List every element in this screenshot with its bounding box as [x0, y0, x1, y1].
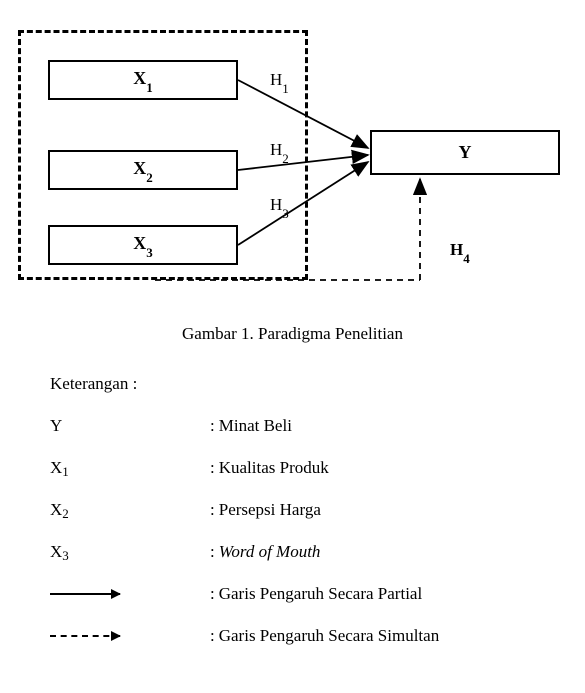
legend-colon: : — [210, 416, 215, 436]
legend-dashed-arrow-icon — [50, 635, 210, 637]
box-x2-label: X2 — [133, 158, 153, 183]
legend-text-x2: Persepsi Harga — [219, 500, 321, 520]
label-h1: H1 — [270, 70, 289, 93]
box-y: Y — [370, 130, 560, 175]
legend-row-dashed-arrow: : Garis Pengaruh Secara Simultan — [50, 626, 585, 646]
figure-caption: Gambar 1. Paradigma Penelitian — [0, 324, 585, 344]
legend-title: Keterangan : — [50, 374, 585, 394]
legend-colon: : — [210, 626, 215, 646]
box-x1-label: X1 — [133, 68, 153, 93]
box-x3-label: X3 — [133, 233, 153, 258]
label-h3: H3 — [270, 195, 289, 218]
legend-colon: : — [210, 458, 215, 478]
legend-row-solid-arrow: : Garis Pengaruh Secara Partial — [50, 584, 585, 604]
research-paradigm-diagram: X1 X2 X3 Y H1 H2 H3 H4 — [0, 0, 585, 320]
label-h2: H2 — [270, 140, 289, 163]
legend-text-y: Minat Beli — [219, 416, 292, 436]
legend-solid-arrow-icon — [50, 593, 210, 595]
legend-row-x2: X2 : Persepsi Harga — [50, 500, 585, 520]
legend-symbol-x1: X1 — [50, 458, 210, 478]
legend-row-x1: X1 : Kualitas Produk — [50, 458, 585, 478]
legend-colon: : — [210, 542, 215, 562]
box-x3: X3 — [48, 225, 238, 265]
box-y-label: Y — [459, 142, 472, 163]
legend-row-x3: X3 : Word of Mouth — [50, 542, 585, 562]
legend-text-solid: Garis Pengaruh Secara Partial — [219, 584, 422, 604]
label-h4: H4 — [450, 240, 470, 263]
legend: Keterangan : Y : Minat Beli X1 : Kualita… — [50, 374, 585, 646]
legend-text-x3: Word of Mouth — [219, 542, 321, 562]
box-x1: X1 — [48, 60, 238, 100]
legend-symbol-y: Y — [50, 416, 210, 436]
legend-symbol-x2: X2 — [50, 500, 210, 520]
legend-text-x1: Kualitas Produk — [219, 458, 329, 478]
legend-text-dashed: Garis Pengaruh Secara Simultan — [219, 626, 439, 646]
box-x2: X2 — [48, 150, 238, 190]
legend-colon: : — [210, 584, 215, 604]
legend-symbol-x3: X3 — [50, 542, 210, 562]
legend-row-y: Y : Minat Beli — [50, 416, 585, 436]
legend-colon: : — [210, 500, 215, 520]
